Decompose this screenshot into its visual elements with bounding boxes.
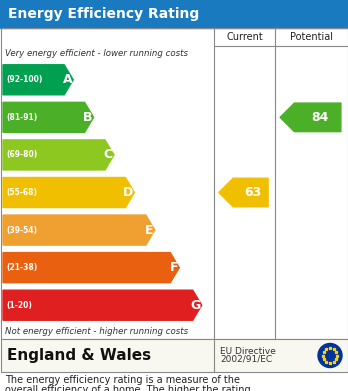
Polygon shape	[3, 65, 73, 95]
Text: (21-38): (21-38)	[6, 263, 37, 272]
Text: D: D	[123, 186, 133, 199]
Text: (39-54): (39-54)	[6, 226, 37, 235]
Text: EU Directive: EU Directive	[220, 347, 276, 356]
Text: Not energy efficient - higher running costs: Not energy efficient - higher running co…	[5, 327, 188, 336]
Text: B: B	[83, 111, 93, 124]
Polygon shape	[3, 102, 94, 133]
Text: Current: Current	[226, 32, 263, 42]
Circle shape	[318, 344, 342, 368]
Polygon shape	[219, 178, 268, 207]
Text: C: C	[104, 149, 113, 161]
Bar	[0, 339, 348, 372]
Text: Potential: Potential	[290, 32, 333, 42]
Text: (1-20): (1-20)	[6, 301, 32, 310]
Polygon shape	[280, 103, 341, 132]
Text: (69-80): (69-80)	[6, 151, 37, 160]
Text: G: G	[190, 299, 201, 312]
Polygon shape	[3, 215, 155, 245]
Text: E: E	[145, 224, 154, 237]
Text: 63: 63	[244, 186, 261, 199]
Text: A: A	[63, 73, 72, 86]
Text: 2002/91/EC: 2002/91/EC	[220, 355, 272, 364]
Text: overall efficiency of a home. The higher the rating: overall efficiency of a home. The higher…	[5, 385, 251, 391]
Text: England & Wales: England & Wales	[7, 348, 151, 363]
Polygon shape	[3, 140, 114, 170]
Bar	[0, 0, 348, 28]
Text: 84: 84	[311, 111, 328, 124]
Polygon shape	[3, 178, 134, 208]
Text: The energy efficiency rating is a measure of the: The energy efficiency rating is a measur…	[5, 375, 240, 385]
Text: Energy Efficiency Rating: Energy Efficiency Rating	[8, 7, 199, 21]
Bar	[0, 28, 348, 339]
Text: (55-68): (55-68)	[6, 188, 37, 197]
Text: (81-91): (81-91)	[6, 113, 37, 122]
Polygon shape	[3, 290, 202, 320]
Text: (92-100): (92-100)	[6, 75, 42, 84]
Text: Very energy efficient - lower running costs: Very energy efficient - lower running co…	[5, 49, 188, 58]
Polygon shape	[3, 253, 179, 283]
Text: F: F	[170, 261, 178, 274]
